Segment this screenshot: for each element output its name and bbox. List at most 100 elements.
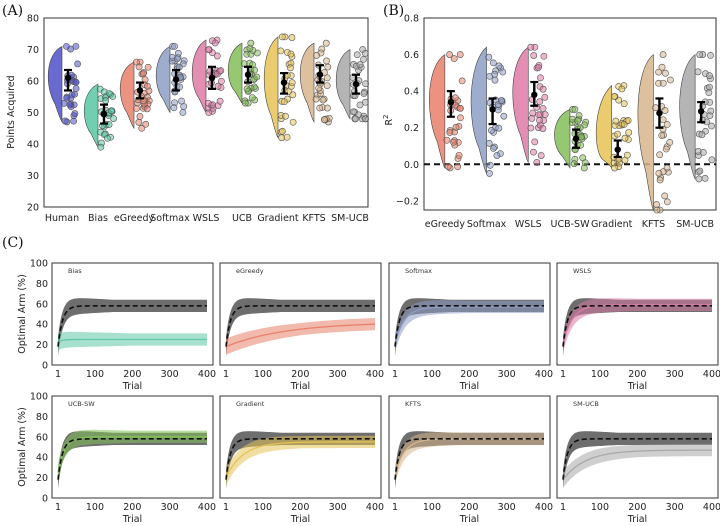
panel-b-point-softmax [499, 68, 507, 76]
panel-b-point-kfts [655, 68, 663, 76]
panel-b-point-egreedy [458, 77, 466, 85]
panel-a-point-gradient [280, 98, 288, 106]
human-mean-line [562, 305, 712, 347]
panel-b-point-wsls [539, 104, 547, 112]
panel-b-point-softmax [486, 161, 494, 169]
panel-b-point-sm-ucb [708, 156, 716, 164]
model-mean-line [57, 338, 207, 344]
panel-a-point-egreedy [133, 105, 140, 112]
panel-a-point-kfts [320, 116, 328, 123]
human-band [58, 431, 207, 489]
panel-a-point-softmax [176, 83, 184, 91]
y-tick-label: 60 [36, 432, 48, 443]
panel-b-point-kfts [661, 192, 669, 200]
panel-a-point-wsls [213, 52, 221, 60]
panel-b-point-wsls [536, 98, 544, 105]
panel-a-point-ucb [253, 73, 261, 81]
panel-b-point-sm-ucb [696, 51, 704, 58]
panel-b-point-sm-ucb [695, 175, 703, 183]
panel-a-point-human [72, 78, 80, 86]
panel-a-xtick-label: UCB [232, 213, 252, 224]
panel-a-point-kfts [323, 74, 331, 82]
panel-a-point-egreedy [144, 82, 151, 90]
panel-b-point-ucb-sw [574, 117, 582, 124]
panel-b-point-wsls [527, 43, 535, 51]
panel-b-point-kfts [652, 104, 660, 112]
panel-b-ylabel: R2 [382, 114, 395, 125]
panel-a-ytick-label: 40 [27, 140, 39, 151]
panel-a-ytick-label: 60 [27, 77, 39, 88]
subplot-softmax: Softmax 1 100 200 300 400 Trial [388, 262, 553, 392]
panel-b-point-sm-ucb [705, 89, 713, 97]
panel-a-point-wsls [217, 67, 225, 75]
panel-a-point-egreedy [141, 76, 149, 84]
x-tick-label: 400 [703, 369, 720, 380]
panel-b-point-kfts [658, 132, 666, 139]
panel-b-point-egreedy [451, 94, 459, 102]
panel-a-violin-sm-ucb [335, 49, 351, 120]
panel-b-xtick-label: WSLS [515, 219, 542, 230]
panel-a-point-wsls [216, 97, 224, 105]
panel-b-point-gradient [620, 120, 628, 128]
panel-a-point-bias [97, 143, 105, 151]
panel-a-xtick-label: eGreedy [114, 213, 155, 224]
panel-label-c: (C) [2, 235, 24, 251]
panel-a-point-sm-ucb [350, 108, 357, 116]
panel-b-ytick-label: 0.8 [404, 14, 419, 25]
panel-b-point-kfts [666, 138, 674, 146]
panel-a-point-bias [107, 107, 115, 115]
panel-b-point-wsls [541, 93, 549, 101]
panel-b-point-wsls [534, 64, 542, 71]
panel-a-point-gradient [287, 50, 295, 58]
panel-a-mean-ucb [244, 71, 252, 78]
panel-b-point-kfts [659, 79, 667, 87]
panel-b-point-gradient [618, 85, 626, 93]
panel-b-point-sm-ucb [707, 107, 715, 115]
panel-b-violin-kfts [637, 53, 654, 211]
model-mean-line [225, 323, 376, 348]
panel-b-point-kfts [667, 76, 674, 84]
panel-b-point-egreedy [450, 138, 457, 146]
panel-a-point-softmax [171, 42, 178, 50]
panel-b-point-egreedy [444, 163, 452, 170]
panel-b-point-gradient [612, 117, 620, 125]
panel-a-violin-softmax [155, 45, 171, 114]
panel-b-point-egreedy [443, 136, 451, 144]
panel-b-point-kfts [656, 176, 664, 184]
panel-a-point-kfts [323, 57, 330, 65]
panel-b-point-sm-ucb [694, 68, 702, 76]
human-band [226, 298, 375, 356]
panel-b-point-gradient [625, 129, 633, 136]
panel-a-point-human [74, 60, 82, 68]
panel-b-point-kfts [656, 151, 664, 159]
panel-a-mean-bias [100, 110, 108, 118]
panel-a-point-human [70, 117, 78, 125]
model-band [58, 331, 207, 351]
panel-b-point-softmax [495, 62, 503, 70]
x-tick-label: 100 [86, 502, 104, 513]
subplot-title: UCB-SW [68, 400, 95, 408]
human-mean-line [225, 438, 375, 480]
panel-b-point-egreedy [450, 55, 458, 63]
panel-b-point-egreedy [452, 123, 460, 131]
panel-b-point-sm-ucb [701, 174, 709, 182]
panel-b-violin-egreedy [429, 54, 446, 169]
panel-a-ytick-label: 30 [27, 171, 39, 182]
panel-a-point-sm-ucb [356, 61, 364, 69]
x-tick-label: 1 [560, 502, 566, 513]
panel-b-point-softmax [497, 97, 505, 104]
panel-a-point-kfts [324, 104, 331, 112]
panel-a-violin-bias [83, 83, 99, 149]
panel-a-point-sm-ucb [361, 49, 369, 57]
x-tick-label: 200 [291, 369, 309, 380]
panel-b-xtick-label: eGreedy [425, 219, 466, 230]
panel-a-point-kfts [316, 104, 324, 112]
human-mean-line [57, 305, 207, 347]
panel-a-ylabel: Points Acquired [6, 75, 17, 148]
subplot-ucb-sw: UCB-SW1 100 200 300 400Trial020406080100Opti… [17, 392, 216, 526]
subplot-title: SM-UCB [573, 400, 599, 408]
panel-b-point-wsls [537, 74, 544, 82]
panel-b-point-sm-ucb [707, 51, 714, 59]
panel-a-point-human [63, 94, 71, 102]
x-tick-label: 100 [591, 502, 609, 513]
